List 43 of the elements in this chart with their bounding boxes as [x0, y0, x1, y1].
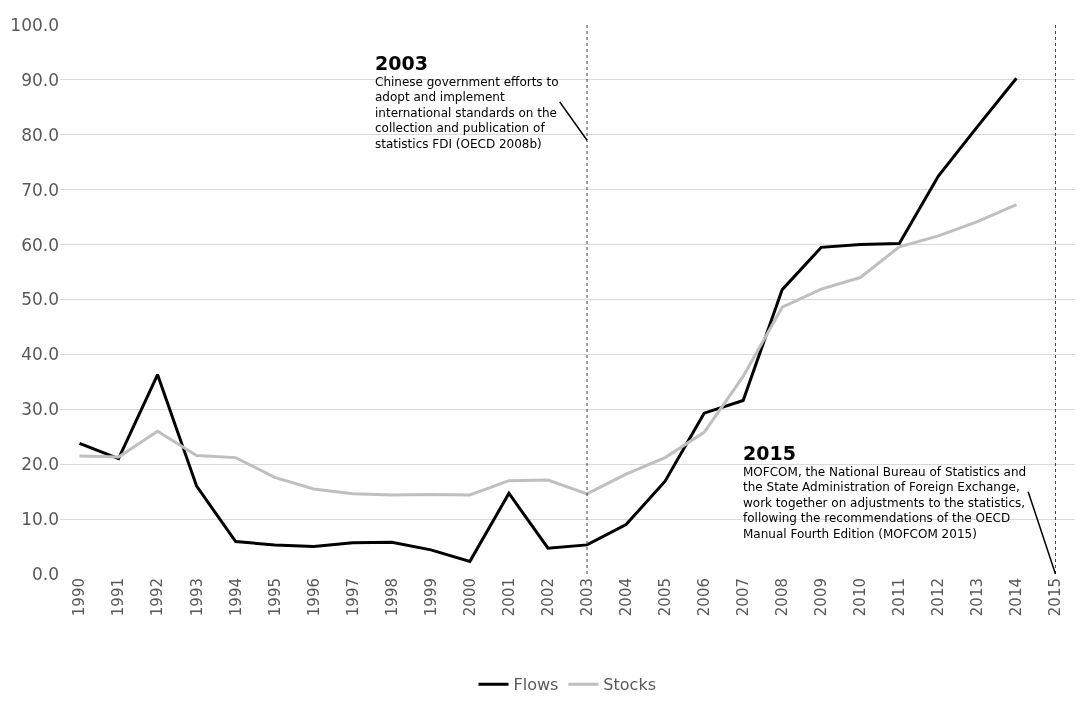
x-tick-label: 2005 — [655, 578, 674, 617]
x-tick-label: 1993 — [187, 578, 206, 617]
x-tick-label: 2001 — [499, 578, 518, 617]
annotation: MOFCOM, the National Bureau of Statistics and the State Administration of Foreign Exchange, work together on adjustments to the statistics, following the recommendations of the OECD Manual Fourth Edition (MOFCOM 2015) — [743, 464, 1027, 541]
x-tick-label: 1999 — [421, 578, 440, 617]
y-tick-label: 60.0 — [21, 234, 59, 255]
x-tick-label: 2011 — [890, 578, 909, 617]
y-tick-label: 80.0 — [21, 124, 59, 145]
x-tick-label: 1998 — [382, 578, 401, 617]
x-tick-label: 1991 — [109, 578, 128, 617]
x-tick-label: 1996 — [304, 578, 323, 617]
x-tick-label: 2004 — [616, 578, 635, 617]
legend-label: Flows — [513, 675, 559, 695]
x-tick-label: 2010 — [851, 578, 870, 617]
annotation: Chinese government efforts to adopt and implement international standards on the collection and publication of statistics FDI (OECD 2008b) — [375, 74, 559, 151]
y-tick-label: 90.0 — [21, 69, 59, 90]
x-tick-label: 2002 — [538, 578, 557, 617]
y-tick-label: 10.0 — [21, 509, 59, 530]
y-tick-label: 30.0 — [21, 399, 59, 420]
y-tick-label: 70.0 — [21, 179, 59, 200]
annotation: 2003 — [375, 52, 428, 74]
x-tick-label: 2009 — [812, 578, 831, 617]
x-tick-label: 2006 — [695, 578, 714, 617]
x-tick-label: 1997 — [343, 578, 362, 617]
x-tick-label: 1995 — [265, 578, 284, 617]
y-tick-label: 40.0 — [21, 344, 59, 365]
x-tick-label: 1992 — [148, 578, 167, 617]
legend-label: Stocks — [603, 675, 656, 695]
x-tick-label: 2013 — [968, 578, 987, 617]
x-tick-label: 2014 — [1007, 578, 1026, 617]
y-tick-label: 50.0 — [21, 289, 59, 310]
annotation: 2015 — [743, 442, 796, 464]
y-tick-label: 100.0 — [10, 14, 59, 35]
x-tick-label: 2012 — [929, 578, 948, 617]
x-tick-label: 2007 — [734, 578, 753, 617]
x-tick-label: 1994 — [226, 578, 245, 617]
x-tick-label: 2015 — [1046, 578, 1065, 617]
x-tick-label: 2008 — [773, 578, 792, 617]
y-tick-label: 20.0 — [21, 454, 59, 475]
x-tick-label: 2003 — [577, 578, 596, 617]
x-tick-label: 1990 — [70, 578, 89, 617]
x-tick-label: 2000 — [460, 578, 479, 617]
y-tick-label: 0.0 — [31, 563, 59, 584]
